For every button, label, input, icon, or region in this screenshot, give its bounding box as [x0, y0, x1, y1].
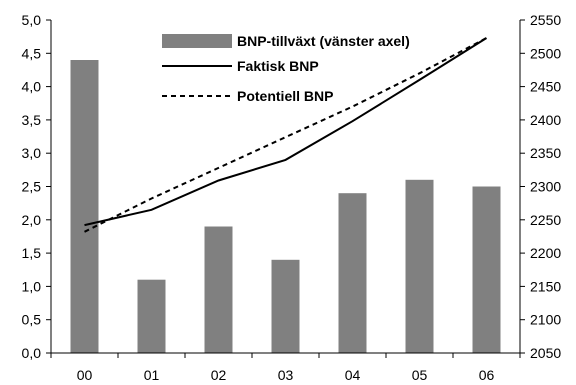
- bar-03: [271, 259, 300, 353]
- left-tick-label: 3,5: [22, 112, 42, 128]
- left-tick-label: 5,0: [22, 12, 42, 28]
- x-tick-label: 04: [345, 367, 361, 383]
- bar-06: [472, 186, 501, 353]
- x-tick-label: 02: [211, 367, 227, 383]
- right-tick-label: 2050: [530, 345, 561, 361]
- legend-label: Faktisk BNP: [237, 58, 319, 74]
- legend-label: BNP-tillväxt (vänster axel): [237, 33, 410, 49]
- right-tick-label: 2150: [530, 278, 561, 294]
- x-tick-label: 05: [412, 367, 428, 383]
- x-tick-label: 01: [144, 367, 160, 383]
- left-tick-label: 1,5: [22, 245, 42, 261]
- left-tick-label: 2,0: [22, 212, 42, 228]
- bar-02: [204, 226, 233, 353]
- left-tick-label: 4,5: [22, 45, 42, 61]
- line-potentiell-bnp: [84, 37, 487, 233]
- right-tick-label: 2450: [530, 79, 561, 95]
- right-tick-label: 2300: [530, 179, 561, 195]
- right-tick-label: 2500: [530, 45, 561, 61]
- x-tick-label: 00: [77, 367, 93, 383]
- legend-label: Potentiell BNP: [237, 88, 333, 104]
- x-tick-label: 03: [278, 367, 294, 383]
- legend-swatch-bar: [162, 34, 232, 48]
- line-faktisk-bnp: [84, 37, 488, 227]
- left-tick-label: 0,5: [22, 312, 42, 328]
- right-tick-label: 2100: [530, 312, 561, 328]
- left-tick-label: 1,0: [22, 278, 42, 294]
- right-tick-label: 2400: [530, 112, 561, 128]
- bar-05: [405, 179, 434, 353]
- x-tick-label: 06: [479, 367, 495, 383]
- left-tick-label: 4,0: [22, 79, 42, 95]
- right-tick-label: 2250: [530, 212, 561, 228]
- left-tick-label: 2,5: [22, 179, 42, 195]
- right-tick-label: 2350: [530, 145, 561, 161]
- left-tick-label: 0,0: [22, 345, 42, 361]
- bar-04: [338, 193, 367, 353]
- right-tick-label: 2200: [530, 245, 561, 261]
- right-tick-label: 2550: [530, 12, 561, 28]
- bar-01: [137, 279, 166, 353]
- bar-00: [70, 60, 99, 353]
- left-tick-label: 3,0: [22, 145, 42, 161]
